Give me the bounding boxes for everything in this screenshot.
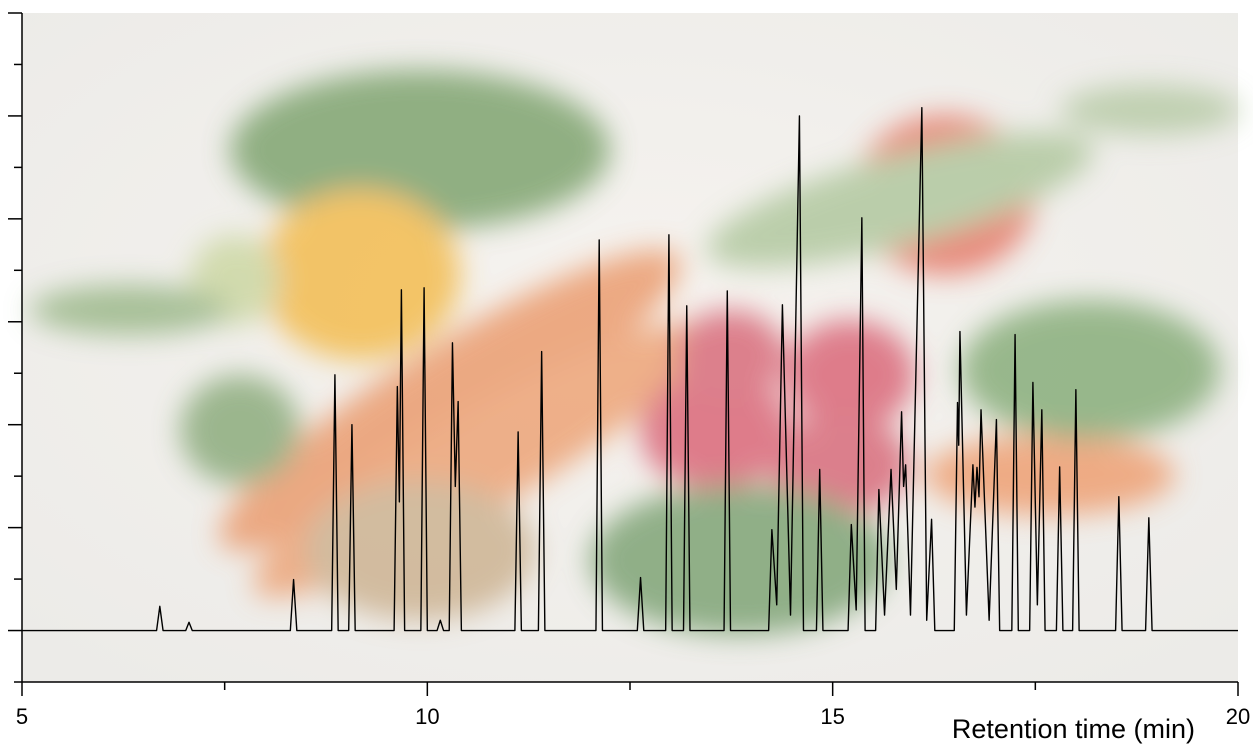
x-tick-label: 10 <box>415 704 439 729</box>
x-tick-label: 5 <box>16 704 28 729</box>
x-tick-label: 15 <box>820 704 844 729</box>
x-tick-label: 20 <box>1226 704 1250 729</box>
x-axis-label: Retention time (min) <box>952 714 1195 744</box>
background-photo <box>22 13 1240 682</box>
chromatogram-trace <box>22 106 1238 632</box>
